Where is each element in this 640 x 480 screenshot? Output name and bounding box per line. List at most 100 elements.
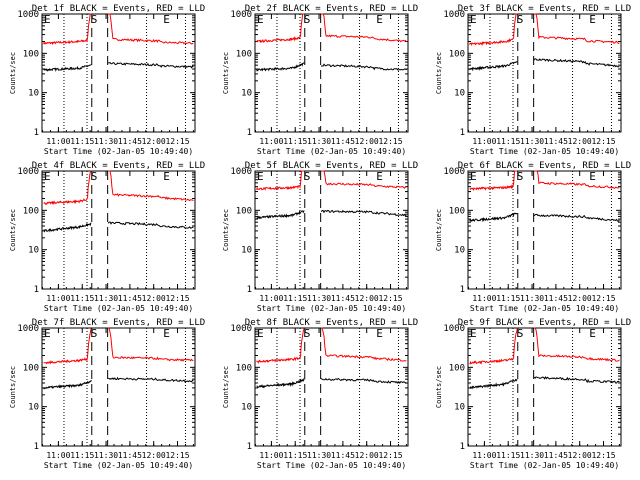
detector-plot-6: Det 6f BLACK = Events, RED = LLD Counts/s… bbox=[435, 161, 631, 313]
y-axis-label: Counts/sec bbox=[9, 52, 17, 94]
lld-series-line bbox=[43, 170, 194, 206]
y-tick-label: 10 bbox=[454, 403, 465, 413]
x-tick-label: 12:00 bbox=[568, 137, 592, 146]
x-tick-label: 12:15 bbox=[378, 137, 402, 146]
x-tick-label: 11:15 bbox=[283, 451, 307, 460]
x-tick-label: 11:00 bbox=[259, 451, 283, 460]
y-axis-label: Counts/sec bbox=[222, 366, 230, 408]
y-tick-label: 100 bbox=[23, 363, 39, 373]
y-tick-label: 1000 bbox=[443, 10, 465, 20]
y-axis-label: Counts/sec bbox=[435, 52, 443, 94]
x-axis-label: Start Time (02-Jan-05 10:49:40) bbox=[257, 461, 406, 470]
x-tick-label: 12:00 bbox=[355, 451, 379, 460]
y-tick-label: 100 bbox=[23, 206, 39, 216]
lld-series-line bbox=[469, 327, 620, 365]
y-tick-label: 1 bbox=[34, 442, 39, 452]
marker-s: S bbox=[517, 327, 524, 340]
x-tick-label: 12:00 bbox=[355, 137, 379, 146]
lld-series-line bbox=[43, 327, 194, 365]
detector-plot-2: Det 2f BLACK = Events, RED = LLD Counts/s… bbox=[222, 4, 418, 156]
lld-series-line bbox=[469, 13, 620, 47]
y-tick-label: 1000 bbox=[230, 324, 252, 334]
plot-frame bbox=[41, 13, 196, 133]
y-axis-label: Counts/sec bbox=[9, 366, 17, 408]
y-tick-label: 100 bbox=[449, 363, 465, 373]
x-axis-label: Start Time (02-Jan-05 10:49:40) bbox=[257, 147, 406, 156]
marker-left-e: E bbox=[470, 13, 477, 26]
marker-e: E bbox=[376, 170, 383, 183]
x-tick-label: 11:15 bbox=[70, 294, 94, 303]
plot-title: Det 2f BLACK = Events, RED = LLD bbox=[245, 4, 418, 14]
lld-series-line bbox=[256, 327, 407, 364]
marker-e: E bbox=[376, 327, 383, 340]
x-tick-label: 12:15 bbox=[378, 451, 402, 460]
marker-e: E bbox=[589, 327, 596, 340]
x-axis-label: Start Time (02-Jan-05 10:49:40) bbox=[470, 304, 619, 313]
marker-s: S bbox=[91, 13, 98, 26]
marker-s: S bbox=[304, 170, 311, 183]
x-axis-label: Start Time (02-Jan-05 10:49:40) bbox=[44, 304, 193, 313]
x-tick-label: 11:30 bbox=[520, 294, 544, 303]
x-tick-label: 11:15 bbox=[283, 137, 307, 146]
events-series-line bbox=[43, 376, 194, 390]
y-tick-label: 100 bbox=[236, 363, 252, 373]
plot-frame bbox=[467, 13, 622, 133]
marker-left-e: E bbox=[470, 327, 477, 340]
x-tick-label: 11:30 bbox=[94, 451, 118, 460]
x-tick-label: 11:00 bbox=[46, 451, 70, 460]
events-series-line bbox=[256, 377, 407, 389]
plot-title: Det 7f BLACK = Events, RED = LLD bbox=[32, 318, 205, 328]
plot-frame bbox=[254, 13, 409, 133]
plot-title: Det 4f BLACK = Events, RED = LLD bbox=[32, 161, 205, 171]
x-tick-label: 12:15 bbox=[378, 294, 402, 303]
x-axis-label: Start Time (02-Jan-05 10:49:40) bbox=[44, 461, 193, 470]
x-tick-label: 12:15 bbox=[165, 137, 189, 146]
y-tick-label: 100 bbox=[23, 49, 39, 59]
plot-title: Det 8f BLACK = Events, RED = LLD bbox=[245, 318, 418, 328]
plot-frame bbox=[254, 170, 409, 290]
y-axis-label: Counts/sec bbox=[222, 52, 230, 94]
x-tick-label: 11:30 bbox=[94, 137, 118, 146]
y-tick-label: 1000 bbox=[230, 10, 252, 20]
marker-left-e: E bbox=[257, 327, 264, 340]
y-tick-label: 1 bbox=[34, 128, 39, 138]
y-tick-label: 100 bbox=[449, 49, 465, 59]
x-tick-label: 11:00 bbox=[259, 294, 283, 303]
y-axis-label: Counts/sec bbox=[435, 366, 443, 408]
events-series-line bbox=[469, 212, 620, 223]
y-tick-label: 10 bbox=[454, 246, 465, 256]
plot-frame bbox=[467, 170, 622, 290]
x-tick-label: 12:15 bbox=[591, 451, 615, 460]
x-tick-label: 12:00 bbox=[142, 451, 166, 460]
detector-plot-8: Det 8f BLACK = Events, RED = LLD Counts/s… bbox=[222, 318, 418, 470]
x-tick-label: 11:30 bbox=[307, 294, 331, 303]
y-tick-label: 1 bbox=[247, 285, 252, 295]
marker-e: E bbox=[163, 170, 170, 183]
detector-plot-3: Det 3f BLACK = Events, RED = LLD Counts/s… bbox=[435, 4, 631, 156]
plot-title: Det 3f BLACK = Events, RED = LLD bbox=[458, 4, 631, 14]
x-tick-label: 11:00 bbox=[46, 294, 70, 303]
x-tick-label: 11:45 bbox=[544, 451, 568, 460]
x-axis-label: Start Time (02-Jan-05 10:49:40) bbox=[257, 304, 406, 313]
marker-left-e: E bbox=[44, 327, 51, 340]
marker-e: E bbox=[589, 13, 596, 26]
x-tick-label: 11:45 bbox=[118, 451, 142, 460]
y-tick-label: 100 bbox=[449, 206, 465, 216]
marker-e: E bbox=[163, 13, 170, 26]
y-tick-label: 1000 bbox=[17, 167, 39, 177]
x-tick-label: 12:15 bbox=[591, 294, 615, 303]
y-tick-label: 10 bbox=[28, 89, 39, 99]
y-tick-label: 1 bbox=[460, 442, 465, 452]
x-tick-label: 11:00 bbox=[472, 451, 496, 460]
y-tick-label: 1000 bbox=[443, 324, 465, 334]
x-axis-label: Start Time (02-Jan-05 10:49:40) bbox=[470, 461, 619, 470]
marker-e: E bbox=[163, 327, 170, 340]
x-tick-label: 12:00 bbox=[355, 294, 379, 303]
y-axis-label: Counts/sec bbox=[9, 209, 17, 251]
x-axis-label: Start Time (02-Jan-05 10:49:40) bbox=[44, 147, 193, 156]
detector-plot-9: Det 9f BLACK = Events, RED = LLD Counts/s… bbox=[435, 318, 631, 470]
lld-series-line bbox=[43, 13, 194, 46]
y-tick-label: 1000 bbox=[230, 167, 252, 177]
marker-s: S bbox=[304, 327, 311, 340]
marker-left-e: E bbox=[470, 170, 477, 183]
